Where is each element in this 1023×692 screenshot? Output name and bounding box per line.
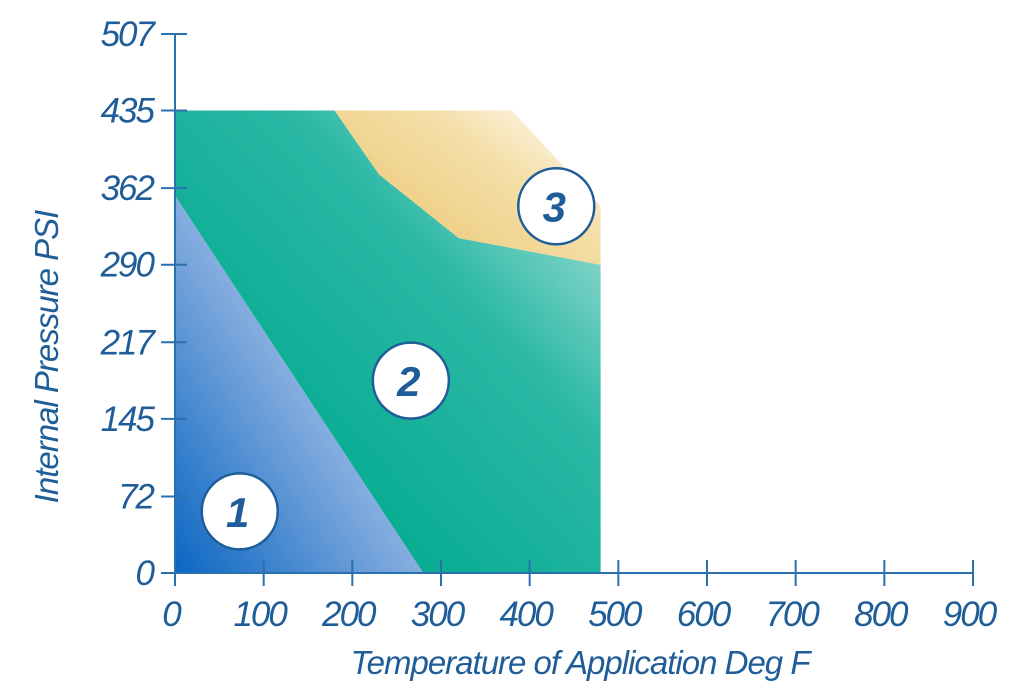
y-tick-label: 290 <box>100 246 156 285</box>
y-tick-label: 145 <box>101 400 156 439</box>
x-tick-label: 100 <box>233 595 288 634</box>
zone-1-label: 1 <box>226 489 249 536</box>
zone-1-marker: 1 <box>200 472 279 551</box>
y-tick-label: 217 <box>100 323 157 362</box>
y-tick-label: 435 <box>101 92 156 131</box>
y-tick-label: 0 <box>136 554 156 593</box>
zone-2-area <box>175 110 601 573</box>
zone-3-marker: 3 <box>517 166 596 246</box>
x-tick-label: 200 <box>321 595 377 634</box>
y-tick-label: 507 <box>101 15 157 54</box>
x-tick-label: 800 <box>854 595 909 634</box>
zone-1-circle <box>200 472 279 551</box>
x-ticks: 0 100 200 300 400 500 600 700 800 900 <box>162 560 1000 634</box>
x-tick-label: 700 <box>765 595 820 634</box>
zone-3-circle <box>517 166 596 246</box>
x-tick-label: 0 <box>162 595 182 634</box>
y-tick-label: 72 <box>118 477 154 516</box>
zone-2-label: 2 <box>396 358 420 405</box>
x-axis-title: Temperature of Application Deg F <box>351 644 813 681</box>
axes: 0 100 200 300 400 500 600 700 800 900 0 72 145 217 29… <box>100 15 1000 634</box>
zone-3-label: 3 <box>543 184 566 231</box>
x-tick-label: 500 <box>588 595 643 634</box>
zone-2-marker: 2 <box>371 341 451 420</box>
y-tick-label: 362 <box>101 169 155 208</box>
y-axis-title: Internal Pressure PSI <box>28 210 65 503</box>
zone-2-circle <box>371 341 451 420</box>
x-tick-label: 400 <box>499 595 554 634</box>
x-tick-label: 600 <box>677 595 732 634</box>
zone-markers: 1 2 3 <box>200 166 596 551</box>
y-ticks: 0 72 145 217 290 362 435 507 <box>100 15 187 593</box>
x-tick-label: 300 <box>411 595 466 634</box>
x-tick-label: 900 <box>943 595 998 634</box>
